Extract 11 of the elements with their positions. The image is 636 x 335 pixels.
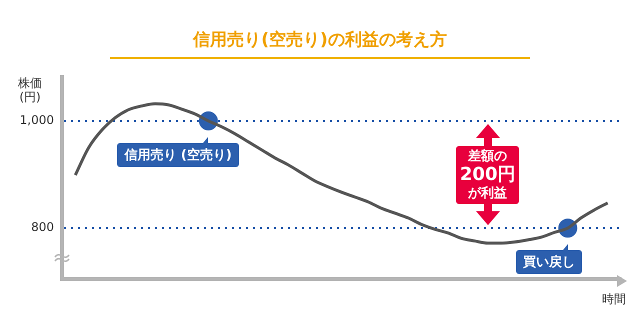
line-series: [74, 102, 610, 245]
y-tick-label: 1,000: [20, 113, 54, 128]
annotation: 差額の: [466, 148, 508, 165]
annotation: が利益: [467, 184, 508, 202]
chart-title: 信用売り(空売り)の利益の考え方: [110, 28, 530, 59]
annotation: 200円: [460, 164, 516, 185]
y-tick-label: 800: [31, 220, 54, 234]
annotation: 信用売り (空売り): [117, 142, 239, 167]
y-axis-title: 株価 (円): [18, 76, 42, 104]
annotation: 買い戻し: [516, 250, 582, 274]
x-axis-title: 時間: [602, 291, 626, 308]
